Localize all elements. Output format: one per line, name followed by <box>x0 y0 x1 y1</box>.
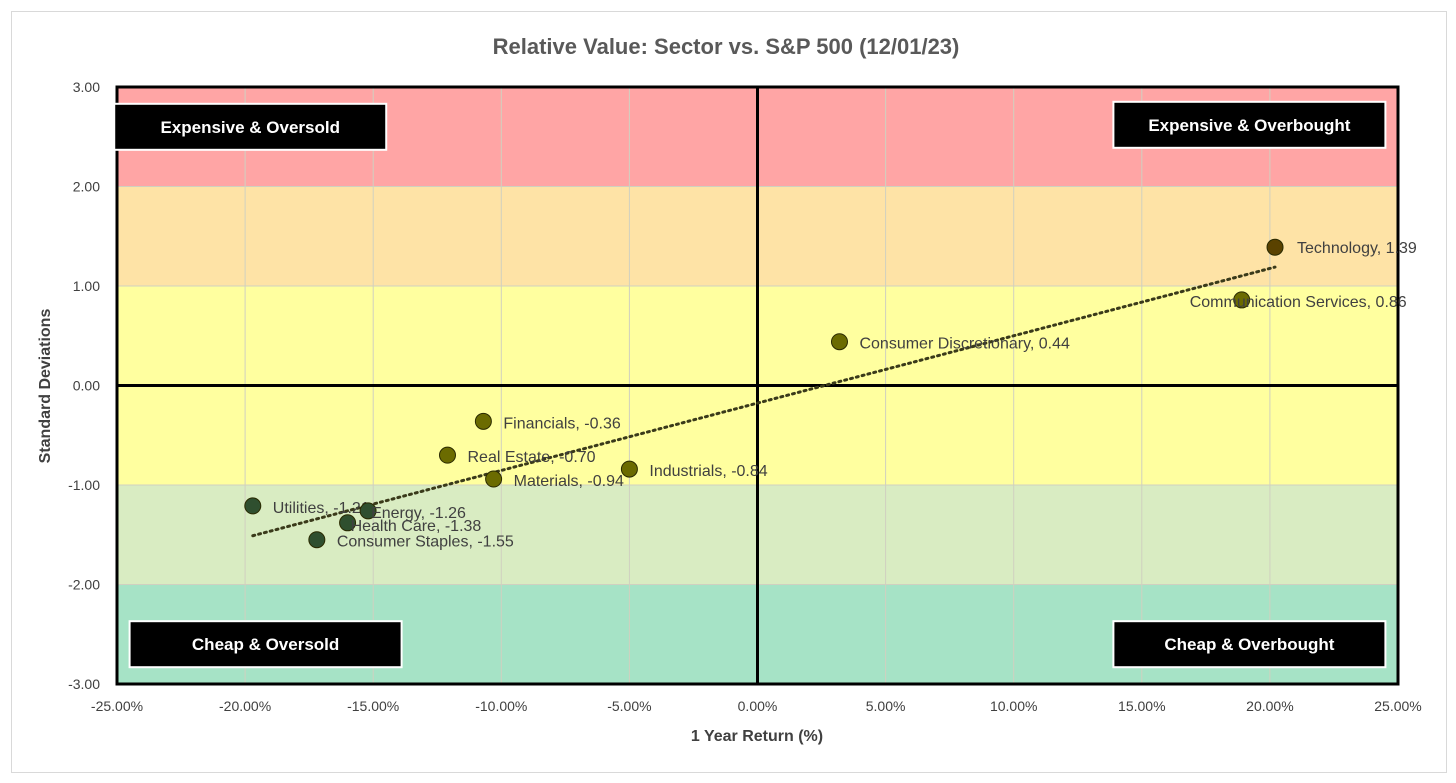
x-tick-label: 15.00% <box>1118 698 1165 714</box>
data-label: Real Estate, -0.70 <box>467 449 595 466</box>
data-label: Technology, 1.39 <box>1297 240 1417 257</box>
data-label: Consumer Staples, -1.55 <box>337 534 514 551</box>
data-label: Energy, -1.26 <box>371 505 466 522</box>
data-point <box>620 460 638 478</box>
quadrant-label: Expensive & Overbought <box>1148 116 1350 135</box>
data-label: Industrials, -0.84 <box>649 463 767 480</box>
quadrant-label: Cheap & Overbought <box>1164 635 1334 654</box>
y-tick-label: 1.00 <box>73 278 100 294</box>
quadrant-box <box>113 102 388 151</box>
data-point <box>339 514 357 532</box>
x-tick-label: -20.00% <box>219 698 271 714</box>
data-point <box>438 446 456 464</box>
data-label: Health Care, -1.38 <box>351 518 482 535</box>
quadrant-label: Cheap & Oversold <box>192 635 339 654</box>
x-tick-label: 25.00% <box>1374 698 1421 714</box>
data-point <box>308 531 326 549</box>
trendline <box>251 265 1277 538</box>
data-point <box>474 412 492 430</box>
data-label: Materials, -0.94 <box>514 473 624 490</box>
axes <box>115 85 1400 686</box>
trendline-layer <box>251 265 1277 538</box>
x-axis-title: 1 Year Return (%) <box>691 728 823 745</box>
data-label: Communication Services, 0.86 <box>1190 294 1407 311</box>
quadrant-labels: Expensive & Oversold Expensive & Overboug… <box>113 100 1387 669</box>
x-tick-label: -15.00% <box>347 698 399 714</box>
quadrant-box <box>128 620 403 669</box>
y-tick-label: 2.00 <box>73 179 100 195</box>
x-tick-label: -5.00% <box>607 698 651 714</box>
y-tick-label: 3.00 <box>73 79 100 95</box>
data-point <box>830 333 848 351</box>
quadrant-box <box>1112 620 1387 669</box>
data-point <box>244 497 262 515</box>
x-tick-label: 0.00% <box>738 698 778 714</box>
y-tick-label: -1.00 <box>68 477 100 493</box>
x-tick-label: 10.00% <box>990 698 1037 714</box>
x-tick-label: -10.00% <box>475 698 527 714</box>
y-tick-label: -3.00 <box>68 676 100 692</box>
y-tick-label: -2.00 <box>68 577 100 593</box>
data-label: Utilities, -1.21 <box>273 500 370 517</box>
quadrant-box <box>1112 100 1387 149</box>
data-label: Financials, -0.36 <box>503 415 620 432</box>
data-point <box>485 470 503 488</box>
points-layer: Technology, 1.39 Communication Services, … <box>244 238 1417 551</box>
chart-title: Relative Value: Sector vs. S&P 500 (12/0… <box>493 34 960 59</box>
data-point <box>359 502 377 520</box>
quadrant-label: Expensive & Oversold <box>160 118 340 137</box>
data-label: Consumer Discretionary, 0.44 <box>859 336 1070 353</box>
tick-labels: -25.00% -20.00% -15.00% -10.00% -5.00% 0.00% 5… <box>68 79 1422 714</box>
x-tick-label: 20.00% <box>1246 698 1293 714</box>
x-tick-label: -25.00% <box>91 698 143 714</box>
data-point <box>1266 238 1284 256</box>
x-tick-label: 5.00% <box>866 698 906 714</box>
y-tick-label: 0.00 <box>73 378 100 394</box>
data-point <box>1233 291 1251 309</box>
y-axis-title: Standard Deviations <box>37 309 54 464</box>
